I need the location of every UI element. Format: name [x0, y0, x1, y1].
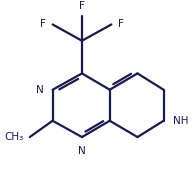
Text: F: F	[118, 19, 124, 29]
Text: CH₃: CH₃	[4, 132, 23, 142]
Text: NH: NH	[173, 116, 188, 126]
Text: N: N	[36, 85, 44, 95]
Text: F: F	[79, 1, 85, 11]
Text: N: N	[78, 146, 86, 156]
Text: F: F	[40, 19, 46, 29]
